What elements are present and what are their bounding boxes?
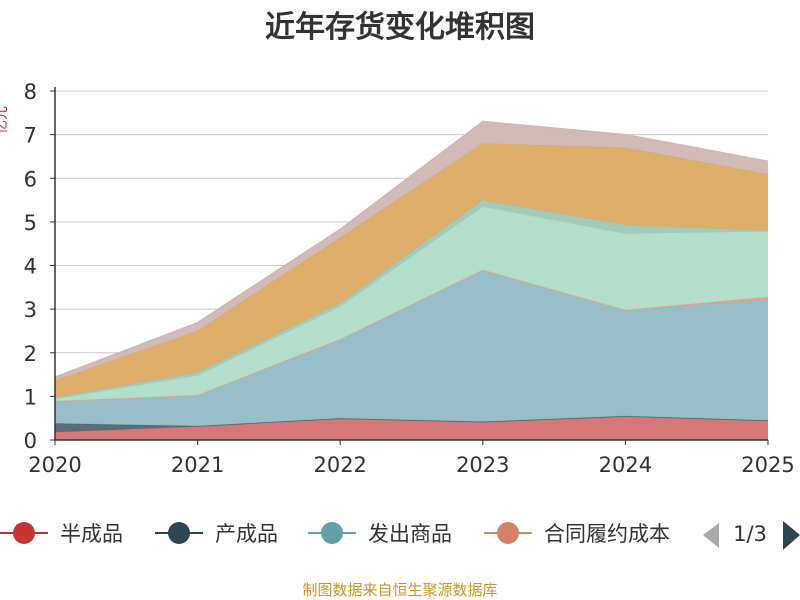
chart-title: 近年存货变化堆积图 — [265, 10, 535, 45]
pager-prev-icon[interactable] — [703, 523, 719, 548]
y-tick-label: 7 — [24, 124, 37, 148]
x-tick-label: 2022 — [313, 453, 366, 477]
legend-pager: 1/3 — [703, 521, 800, 550]
area-series — [54, 120, 769, 440]
area-库存商品 — [55, 206, 768, 402]
area-半成品 — [55, 416, 768, 440]
y-tick-label: 3 — [24, 298, 37, 322]
area-发出商品 — [55, 270, 768, 427]
legend-label: 合同履约成本 — [544, 522, 670, 546]
area-原材料 — [55, 143, 768, 398]
legend-marker — [497, 522, 519, 544]
legend-item[interactable]: 半成品 — [0, 522, 123, 546]
y-tick-label: 2 — [24, 342, 37, 366]
legend: 半成品 产成品 发出商品 合同履约成本 — [0, 522, 670, 546]
legend-label: 发出商品 — [368, 522, 452, 546]
legend-label: 半成品 — [60, 522, 123, 546]
x-tick-label: 2020 — [28, 453, 81, 477]
legend-marker — [13, 522, 35, 544]
area-周转材料 — [55, 121, 768, 381]
x-tick-labels: 2020 2021 2022 2023 2024 2025 — [28, 453, 794, 477]
y-axis-label: 亿元 — [0, 106, 10, 134]
y-tick-label: 4 — [24, 255, 37, 279]
legend-item[interactable]: 发出商品 — [308, 522, 452, 546]
pager-next-icon[interactable] — [783, 521, 800, 550]
legend-item[interactable]: 合同履约成本 — [484, 522, 670, 546]
pager-text: 1/3 — [733, 522, 767, 546]
legend-marker — [168, 522, 190, 544]
x-tick-label: 2024 — [599, 453, 652, 477]
x-tick-label: 2023 — [456, 453, 509, 477]
axes — [54, 87, 769, 445]
x-tick-label: 2021 — [171, 453, 224, 477]
y-tick-label: 0 — [24, 429, 37, 453]
legend-marker — [321, 522, 343, 544]
legend-item[interactable]: 产成品 — [155, 522, 278, 546]
y-tick-labels: 0 1 2 3 4 5 6 7 8 — [24, 80, 37, 453]
y-tick-label: 5 — [24, 211, 37, 235]
legend-label: 产成品 — [215, 522, 278, 546]
y-tick-label: 6 — [24, 167, 37, 191]
y-tick-label: 8 — [24, 80, 37, 104]
x-tick-label: 2025 — [741, 453, 794, 477]
y-tick-label: 1 — [24, 385, 37, 409]
source-note: 制图数据来自恒生聚源数据库 — [302, 581, 497, 599]
line-周转材料 — [54, 120, 769, 378]
